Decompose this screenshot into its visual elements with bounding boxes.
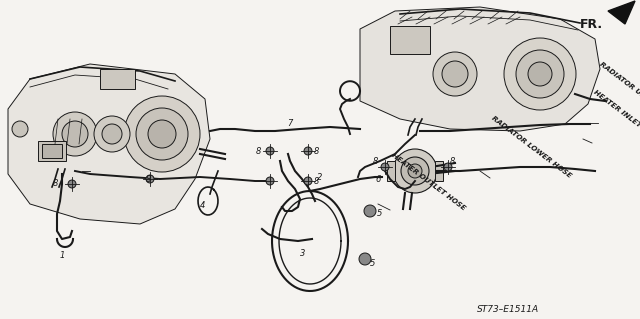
Circle shape	[304, 177, 312, 185]
Bar	[435, 161, 443, 181]
Text: 6: 6	[375, 174, 381, 183]
Circle shape	[433, 52, 477, 96]
Text: HEATER OUTLET HOSE: HEATER OUTLET HOSE	[390, 152, 466, 211]
Text: 8: 8	[314, 176, 319, 186]
Text: HEATER INLET HOSE: HEATER INLET HOSE	[592, 90, 640, 144]
Text: 8: 8	[255, 146, 260, 155]
Circle shape	[444, 163, 452, 171]
Bar	[390, 26, 430, 54]
Circle shape	[148, 120, 176, 148]
Circle shape	[516, 50, 564, 98]
Circle shape	[146, 175, 154, 183]
Circle shape	[94, 116, 130, 152]
Circle shape	[12, 121, 28, 137]
Text: 5: 5	[371, 259, 376, 269]
Polygon shape	[8, 64, 210, 224]
Text: 1: 1	[60, 251, 65, 261]
Text: 8: 8	[314, 146, 319, 155]
Text: ST73–E1511A: ST73–E1511A	[477, 305, 539, 314]
Circle shape	[304, 147, 312, 155]
Circle shape	[266, 147, 274, 155]
Circle shape	[136, 108, 188, 160]
Bar	[100, 69, 135, 89]
Bar	[42, 144, 62, 158]
Circle shape	[401, 157, 429, 185]
Circle shape	[62, 121, 88, 147]
Text: 5: 5	[378, 210, 383, 219]
Polygon shape	[608, 1, 635, 24]
Circle shape	[266, 177, 274, 185]
Circle shape	[528, 62, 552, 86]
Text: 8: 8	[145, 174, 150, 183]
Text: 4: 4	[200, 202, 205, 211]
Bar	[387, 161, 395, 181]
Polygon shape	[360, 7, 600, 131]
Circle shape	[408, 164, 422, 178]
Circle shape	[393, 149, 437, 193]
Text: 8: 8	[372, 157, 378, 166]
Circle shape	[381, 163, 389, 171]
Circle shape	[504, 38, 576, 110]
Text: 7: 7	[287, 120, 292, 129]
Circle shape	[102, 124, 122, 144]
Circle shape	[68, 180, 76, 188]
Circle shape	[53, 112, 97, 156]
Circle shape	[364, 205, 376, 217]
Text: 2: 2	[317, 173, 323, 182]
Text: FR.: FR.	[580, 18, 603, 31]
Circle shape	[124, 96, 200, 172]
Text: 3: 3	[300, 249, 306, 258]
Circle shape	[359, 253, 371, 265]
Text: RADIATOR UPPER HOSE: RADIATOR UPPER HOSE	[598, 61, 640, 124]
Text: RADIATOR LOWER HOSE: RADIATOR LOWER HOSE	[490, 115, 572, 179]
Circle shape	[442, 61, 468, 87]
Bar	[38, 141, 66, 161]
Text: 8: 8	[449, 157, 454, 166]
Text: 8: 8	[52, 180, 58, 189]
